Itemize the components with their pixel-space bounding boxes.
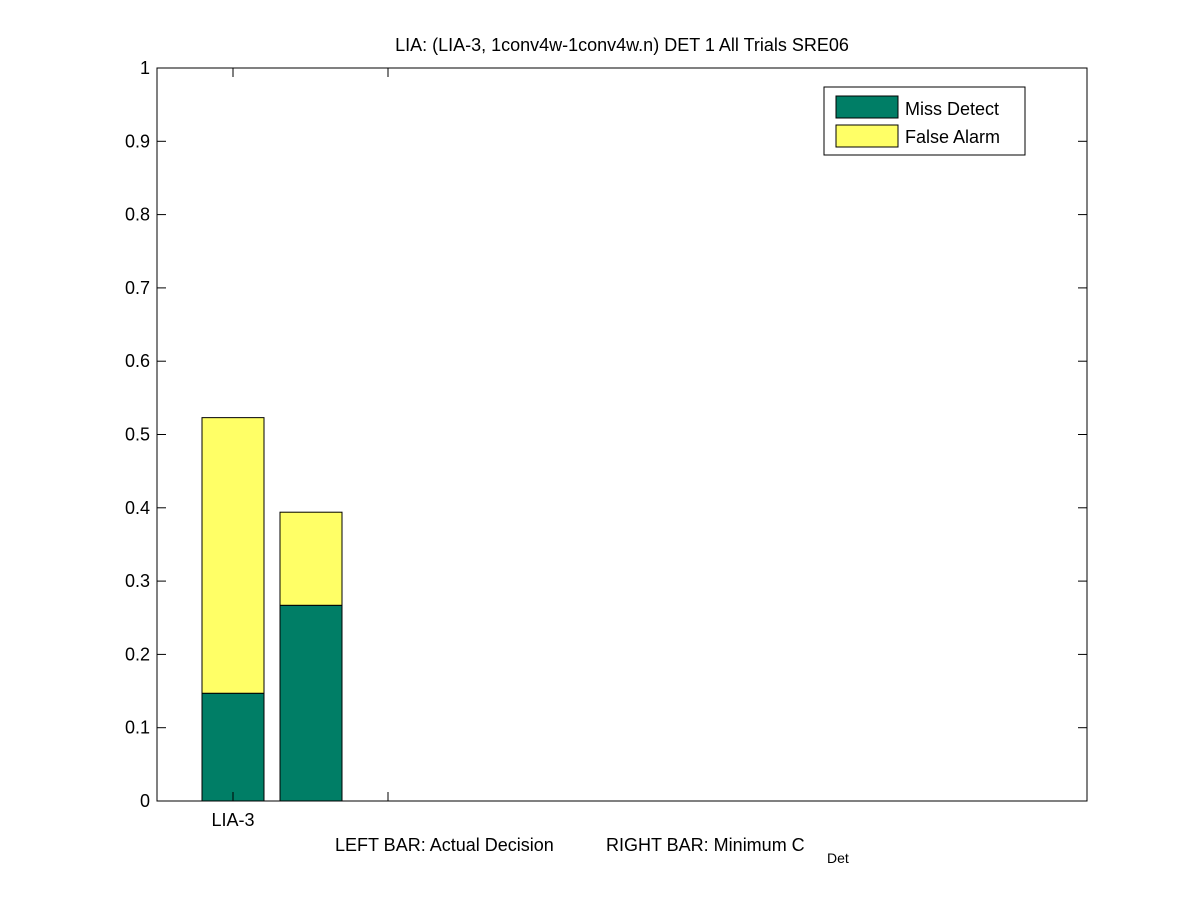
bars-layer xyxy=(201,417,343,802)
y-tick-label: 0.1 xyxy=(125,718,150,738)
y-tick-label: 0.6 xyxy=(125,351,150,371)
chart-title: LIA: (LIA-3, 1conv4w-1conv4w.n) DET 1 Al… xyxy=(395,35,849,55)
legend-label-false-alarm: False Alarm xyxy=(905,127,1000,147)
x-category-label: LIA-3 xyxy=(211,810,254,830)
y-tick-label: 0.3 xyxy=(125,571,150,591)
y-tick-label: 0.5 xyxy=(125,425,150,445)
y-tick-label: 1 xyxy=(140,58,150,78)
y-tick-label: 0.9 xyxy=(125,131,150,151)
xlabel-right: RIGHT BAR: Minimum C xyxy=(606,835,805,855)
plot-frame xyxy=(156,67,1088,802)
y-tick-label: 0.2 xyxy=(125,644,150,664)
bar-miss-detect-minimum xyxy=(279,604,343,802)
bar-false-alarm-minimum xyxy=(279,511,343,606)
bar-false-alarm-actual xyxy=(201,417,265,694)
legend: Miss Detect False Alarm xyxy=(823,86,1026,156)
legend-swatch-miss-detect xyxy=(835,95,899,119)
legend-label-miss-detect: Miss Detect xyxy=(905,99,999,119)
bar-miss-detect-actual xyxy=(201,692,265,802)
legend-swatch-false-alarm xyxy=(835,124,899,148)
xlabel-left: LEFT BAR: Actual Decision xyxy=(335,835,554,855)
ticks-layer: 0 0.1 0.2 0.3 0.4 0.5 0.6 0.7 0.8 0.9 1 xyxy=(125,58,1087,811)
y-tick-label: 0 xyxy=(140,791,150,811)
y-tick-label: 0.8 xyxy=(125,205,150,225)
y-tick-label: 0.7 xyxy=(125,278,150,298)
y-tick-label: 0.4 xyxy=(125,498,150,518)
xlabel-right-subscript: Det xyxy=(827,850,849,866)
